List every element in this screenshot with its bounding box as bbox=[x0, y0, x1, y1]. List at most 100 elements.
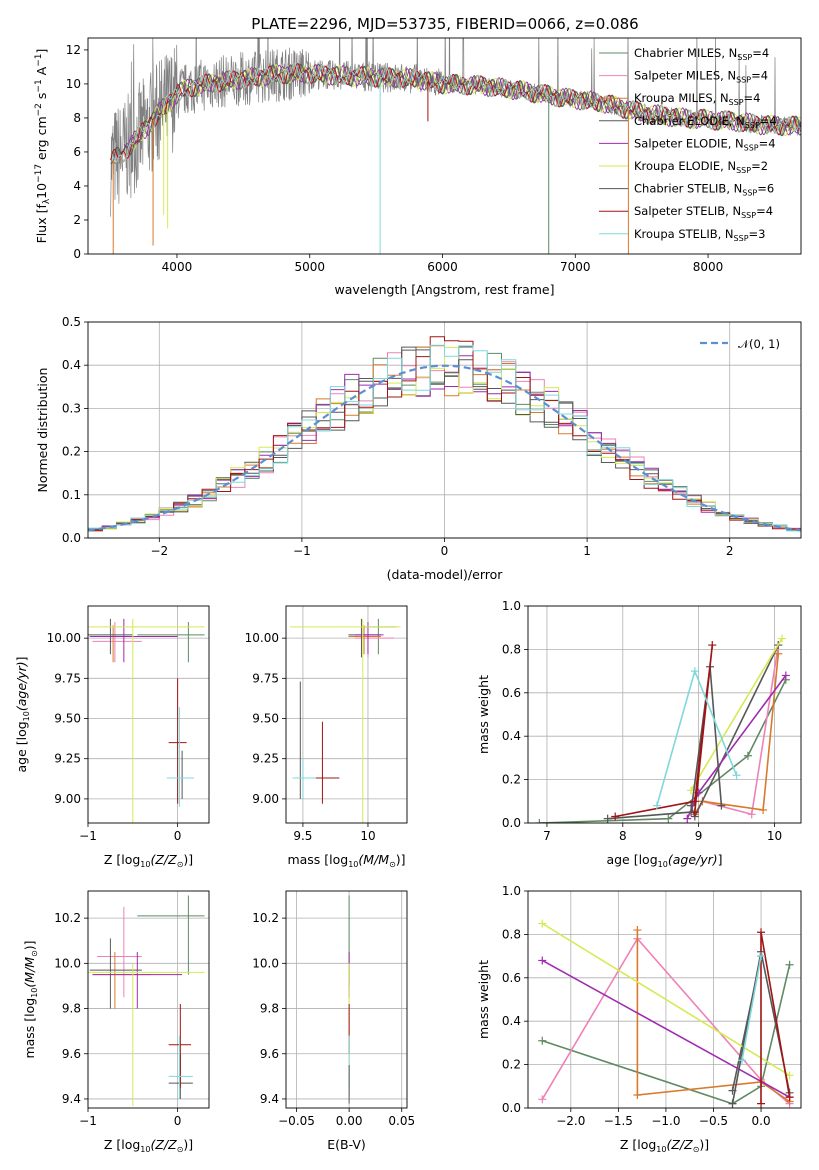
x-tick-label: 4000 bbox=[162, 260, 193, 274]
weight-marker bbox=[633, 926, 642, 935]
weight-marker bbox=[633, 1090, 642, 1099]
plot-area bbox=[88, 336, 801, 532]
weight-line-kroupa-elodie bbox=[690, 638, 783, 791]
weight-marker bbox=[717, 801, 726, 810]
plot-area bbox=[110, 38, 801, 254]
model-spectrum-kroupa-stelib bbox=[112, 63, 801, 163]
weight-marker bbox=[664, 814, 673, 823]
y-axis-label: mass weight bbox=[476, 675, 491, 754]
y-axis-label: age [log10(age/yr)] bbox=[14, 656, 31, 772]
weight-marker bbox=[690, 797, 699, 806]
x-axis-label: (data-model)/error bbox=[387, 567, 504, 582]
weight-marker bbox=[757, 1099, 766, 1108]
y-tick-label: 0.2 bbox=[502, 1058, 521, 1072]
y-tick-label: 0.8 bbox=[502, 927, 521, 941]
weight-marker bbox=[728, 1099, 737, 1108]
axes-frame bbox=[87, 321, 802, 539]
weight-line-chabrier-stelib bbox=[607, 666, 723, 820]
legend-entry: Salpeter MILES, NSSP=4 bbox=[634, 69, 768, 85]
y-tick-label: 0.2 bbox=[502, 773, 521, 787]
y-tick-label: 0.0 bbox=[62, 531, 81, 545]
axes-age-vs-Z: −1 0 9.00 9.25 9.50 9.75 10.00 Z [log10(Z/Z⊙)] a… bbox=[14, 605, 210, 869]
weight-marker bbox=[785, 960, 794, 969]
y-tick-label: 0.4 bbox=[502, 729, 521, 743]
legend-entry: Chabrier MILES, NSSP=4 bbox=[634, 46, 769, 62]
weight-marker bbox=[535, 819, 544, 823]
x-tick-label: 9 bbox=[695, 829, 703, 843]
weight-marker bbox=[781, 671, 790, 680]
x-tick-label: 7 bbox=[543, 829, 551, 843]
y-tick-label: 9.50 bbox=[54, 712, 81, 726]
x-tick-label: −1 bbox=[293, 544, 311, 558]
histogram-salpeter-stelib bbox=[88, 336, 801, 532]
weight-marker bbox=[785, 1071, 794, 1080]
y-axis-label: Flux [fλ10−17 erg cm−2 s−1 A−1] bbox=[34, 49, 52, 244]
y-tick-label: 0.2 bbox=[62, 445, 81, 459]
y-tick-label: 9.50 bbox=[252, 712, 279, 726]
weight-marker bbox=[759, 805, 768, 814]
weight-marker bbox=[743, 751, 752, 760]
weight-line-salpeter-stelib bbox=[615, 645, 714, 818]
legend-entry: Kroupa MILES, NSSP=4 bbox=[634, 91, 760, 107]
y-tick-label: 9.00 bbox=[252, 792, 279, 806]
axes-mass-vs-Z: −1 0 9.4 9.6 9.8 10.0 10.2 Z [log10(Z/Z⊙)] mass … bbox=[22, 890, 210, 1154]
y-tick-label: 0.8 bbox=[502, 642, 521, 656]
weight-marker bbox=[603, 814, 612, 823]
x-axis-label: age [log10(age/yr)] bbox=[606, 852, 722, 869]
axes-age-vs-mass: 9.5 10 9.00 9.25 9.50 9.75 10.00 mass [log10(M/… bbox=[245, 605, 408, 869]
plot-area bbox=[88, 618, 205, 823]
legend: Chabrier MILES, NSSP=4 Salpeter MILES, NS… bbox=[599, 46, 777, 243]
weight-line-salpeter-stelib bbox=[760, 932, 791, 1104]
y-tick-label: 9.25 bbox=[252, 752, 279, 766]
x-tick-label: 9.5 bbox=[293, 829, 312, 843]
weight-marker bbox=[778, 634, 787, 643]
weight-marker bbox=[732, 771, 741, 780]
y-tick-label: 10.0 bbox=[54, 956, 81, 970]
axes-frame bbox=[87, 37, 802, 255]
weight-marker bbox=[757, 928, 766, 937]
weight-marker bbox=[708, 641, 717, 650]
x-tick-label: 6000 bbox=[427, 260, 458, 274]
legend-entry: Kroupa STELIB, NSSP=3 bbox=[634, 227, 765, 243]
y-tick-label: 10 bbox=[66, 77, 81, 91]
normal-curve bbox=[88, 364, 801, 532]
y-tick-label: 8 bbox=[73, 111, 81, 125]
legend-entry: Salpeter STELIB, NSSP=4 bbox=[634, 204, 773, 220]
axes-weight-vs-Z: −2.0 −1.5 −1.0 −0.5 0.0 0.0 0.2 0.4 0.6 0.8 1.0 Z [… bbox=[476, 884, 802, 1154]
x-tick-label: 0.0 bbox=[752, 1114, 771, 1128]
weight-marker bbox=[538, 956, 547, 965]
x-tick-label: 10 bbox=[767, 829, 782, 843]
legend-entry: Kroupa ELODIE, NSSP=2 bbox=[634, 159, 768, 175]
x-axis-label: Z [log10(Z/Z⊙)] bbox=[104, 852, 193, 869]
model-spectrum-kroupa-elodie bbox=[130, 64, 801, 151]
model-spectrum-chabrier-stelib bbox=[110, 63, 801, 164]
y-tick-label: 6 bbox=[73, 145, 81, 159]
axes-frame bbox=[87, 605, 210, 824]
y-tick-label: 10.00 bbox=[245, 631, 279, 645]
y-tick-label: 0.0 bbox=[502, 816, 521, 830]
x-tick-label: −0.05 bbox=[278, 1114, 315, 1128]
y-tick-label: 1.0 bbox=[502, 884, 521, 898]
y-tick-label: 0.6 bbox=[502, 971, 521, 985]
x-tick-label: 0 bbox=[174, 829, 182, 843]
axes-frame bbox=[527, 605, 802, 824]
figure-title: PLATE=2296, MJD=53735, FIBERID=0066, z=0… bbox=[251, 15, 638, 33]
weight-line-chabrier-miles bbox=[539, 679, 787, 823]
histogram-salpeter-elodie bbox=[88, 355, 801, 532]
y-tick-label: 12 bbox=[66, 43, 81, 57]
plot-area bbox=[535, 634, 790, 823]
y-tick-label: 9.00 bbox=[54, 792, 81, 806]
axes-frame bbox=[87, 890, 210, 1109]
x-tick-label: 2 bbox=[726, 544, 734, 558]
weight-marker bbox=[690, 808, 699, 817]
weight-marker bbox=[747, 810, 756, 819]
y-tick-label: 9.75 bbox=[252, 671, 279, 685]
axes-mass-vs-ebv: −0.05 0.00 0.05 9.4 9.6 9.8 10.0 10.2 E(B-V) bbox=[252, 890, 415, 1152]
plot-area bbox=[538, 919, 794, 1108]
y-tick-label: 0.1 bbox=[62, 488, 81, 502]
x-tick-label: −2.0 bbox=[556, 1114, 585, 1128]
y-tick-label: 10.00 bbox=[47, 631, 81, 645]
y-tick-label: 0.4 bbox=[502, 1014, 521, 1028]
x-tick-label: 0.05 bbox=[388, 1114, 415, 1128]
